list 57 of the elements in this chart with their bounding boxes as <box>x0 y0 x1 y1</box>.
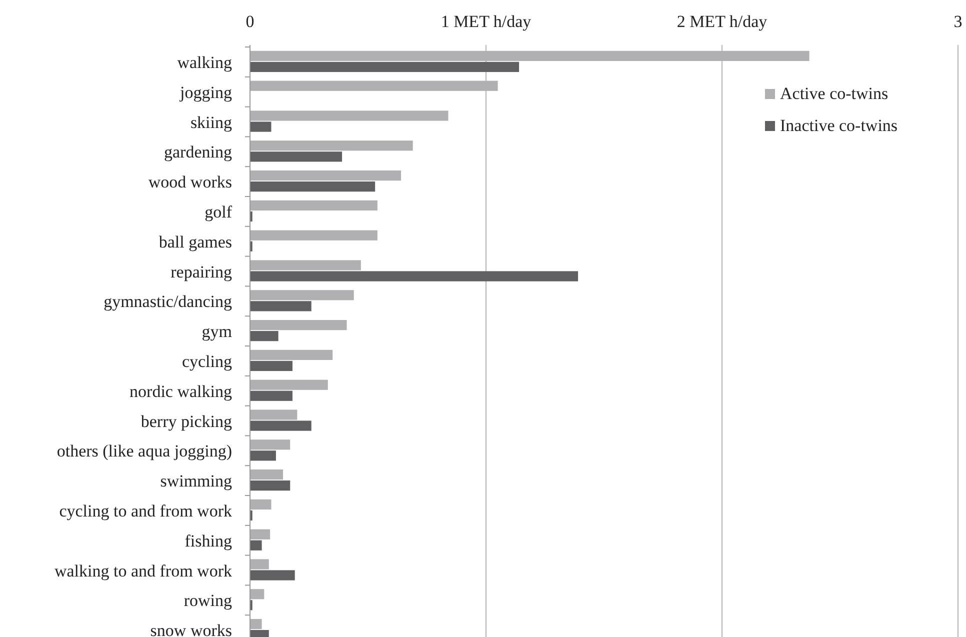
y-tick-label: gymnastic/dancing <box>104 292 232 312</box>
legend-label: Inactive co-twins <box>780 116 898 135</box>
bar <box>250 290 354 300</box>
bar <box>250 271 578 282</box>
bar <box>250 350 333 360</box>
x-tick-label: 3 <box>954 12 962 31</box>
y-tick-label: cycling <box>182 352 232 371</box>
y-tick-label: walking <box>177 52 232 72</box>
bar <box>250 152 342 162</box>
bar <box>250 559 269 570</box>
y-tick-label: cycling to and from work <box>59 501 232 520</box>
bar <box>250 330 278 342</box>
bar <box>250 110 448 121</box>
bar <box>250 390 292 401</box>
y-tick-label: snow works <box>150 621 232 637</box>
bar <box>250 499 272 510</box>
y-tick-label: fishing <box>184 531 232 550</box>
bar <box>250 540 262 550</box>
y-tick-label: gym <box>202 322 232 342</box>
y-tick-label: walking to and from work <box>54 561 232 580</box>
bar <box>250 230 378 240</box>
legend-label: Active co-twins <box>780 84 888 103</box>
x-tick-label: 0 <box>246 12 254 31</box>
bar <box>250 200 378 211</box>
bar <box>250 380 328 390</box>
y-tick-label: wood works <box>148 172 232 192</box>
bar <box>250 360 292 372</box>
x-tick-label: 1 MET h/day <box>440 12 532 31</box>
y-tick-label: others (like aqua jogging) <box>56 442 232 461</box>
y-tick-label: repairing <box>170 262 232 282</box>
bar <box>250 529 270 540</box>
bar <box>250 320 347 330</box>
bar <box>250 62 520 72</box>
bar <box>250 589 264 600</box>
x-tick-label: 2 MET h/day <box>676 12 768 31</box>
y-tick-label: ball games <box>158 232 232 252</box>
y-tick-label: gardening <box>164 142 232 162</box>
bar <box>250 122 272 132</box>
bar <box>250 450 276 461</box>
y-tick-label: rowing <box>184 591 232 610</box>
bar <box>250 469 284 480</box>
y-tick-label: nordic walking <box>130 382 232 401</box>
y-tick-label: golf <box>204 202 232 222</box>
bar <box>250 260 361 270</box>
bar <box>250 420 312 431</box>
bar <box>250 170 402 181</box>
bar <box>250 181 376 192</box>
y-tick-label: berry picking <box>140 412 232 431</box>
bar <box>250 301 312 312</box>
bar <box>250 140 413 151</box>
y-tick-label: skiing <box>190 112 232 132</box>
bar <box>250 480 290 491</box>
y-tick-label: swimming <box>160 472 232 491</box>
bar <box>250 440 290 450</box>
y-tick-label: jogging <box>179 82 232 102</box>
bar <box>250 410 298 420</box>
bar <box>250 570 295 580</box>
